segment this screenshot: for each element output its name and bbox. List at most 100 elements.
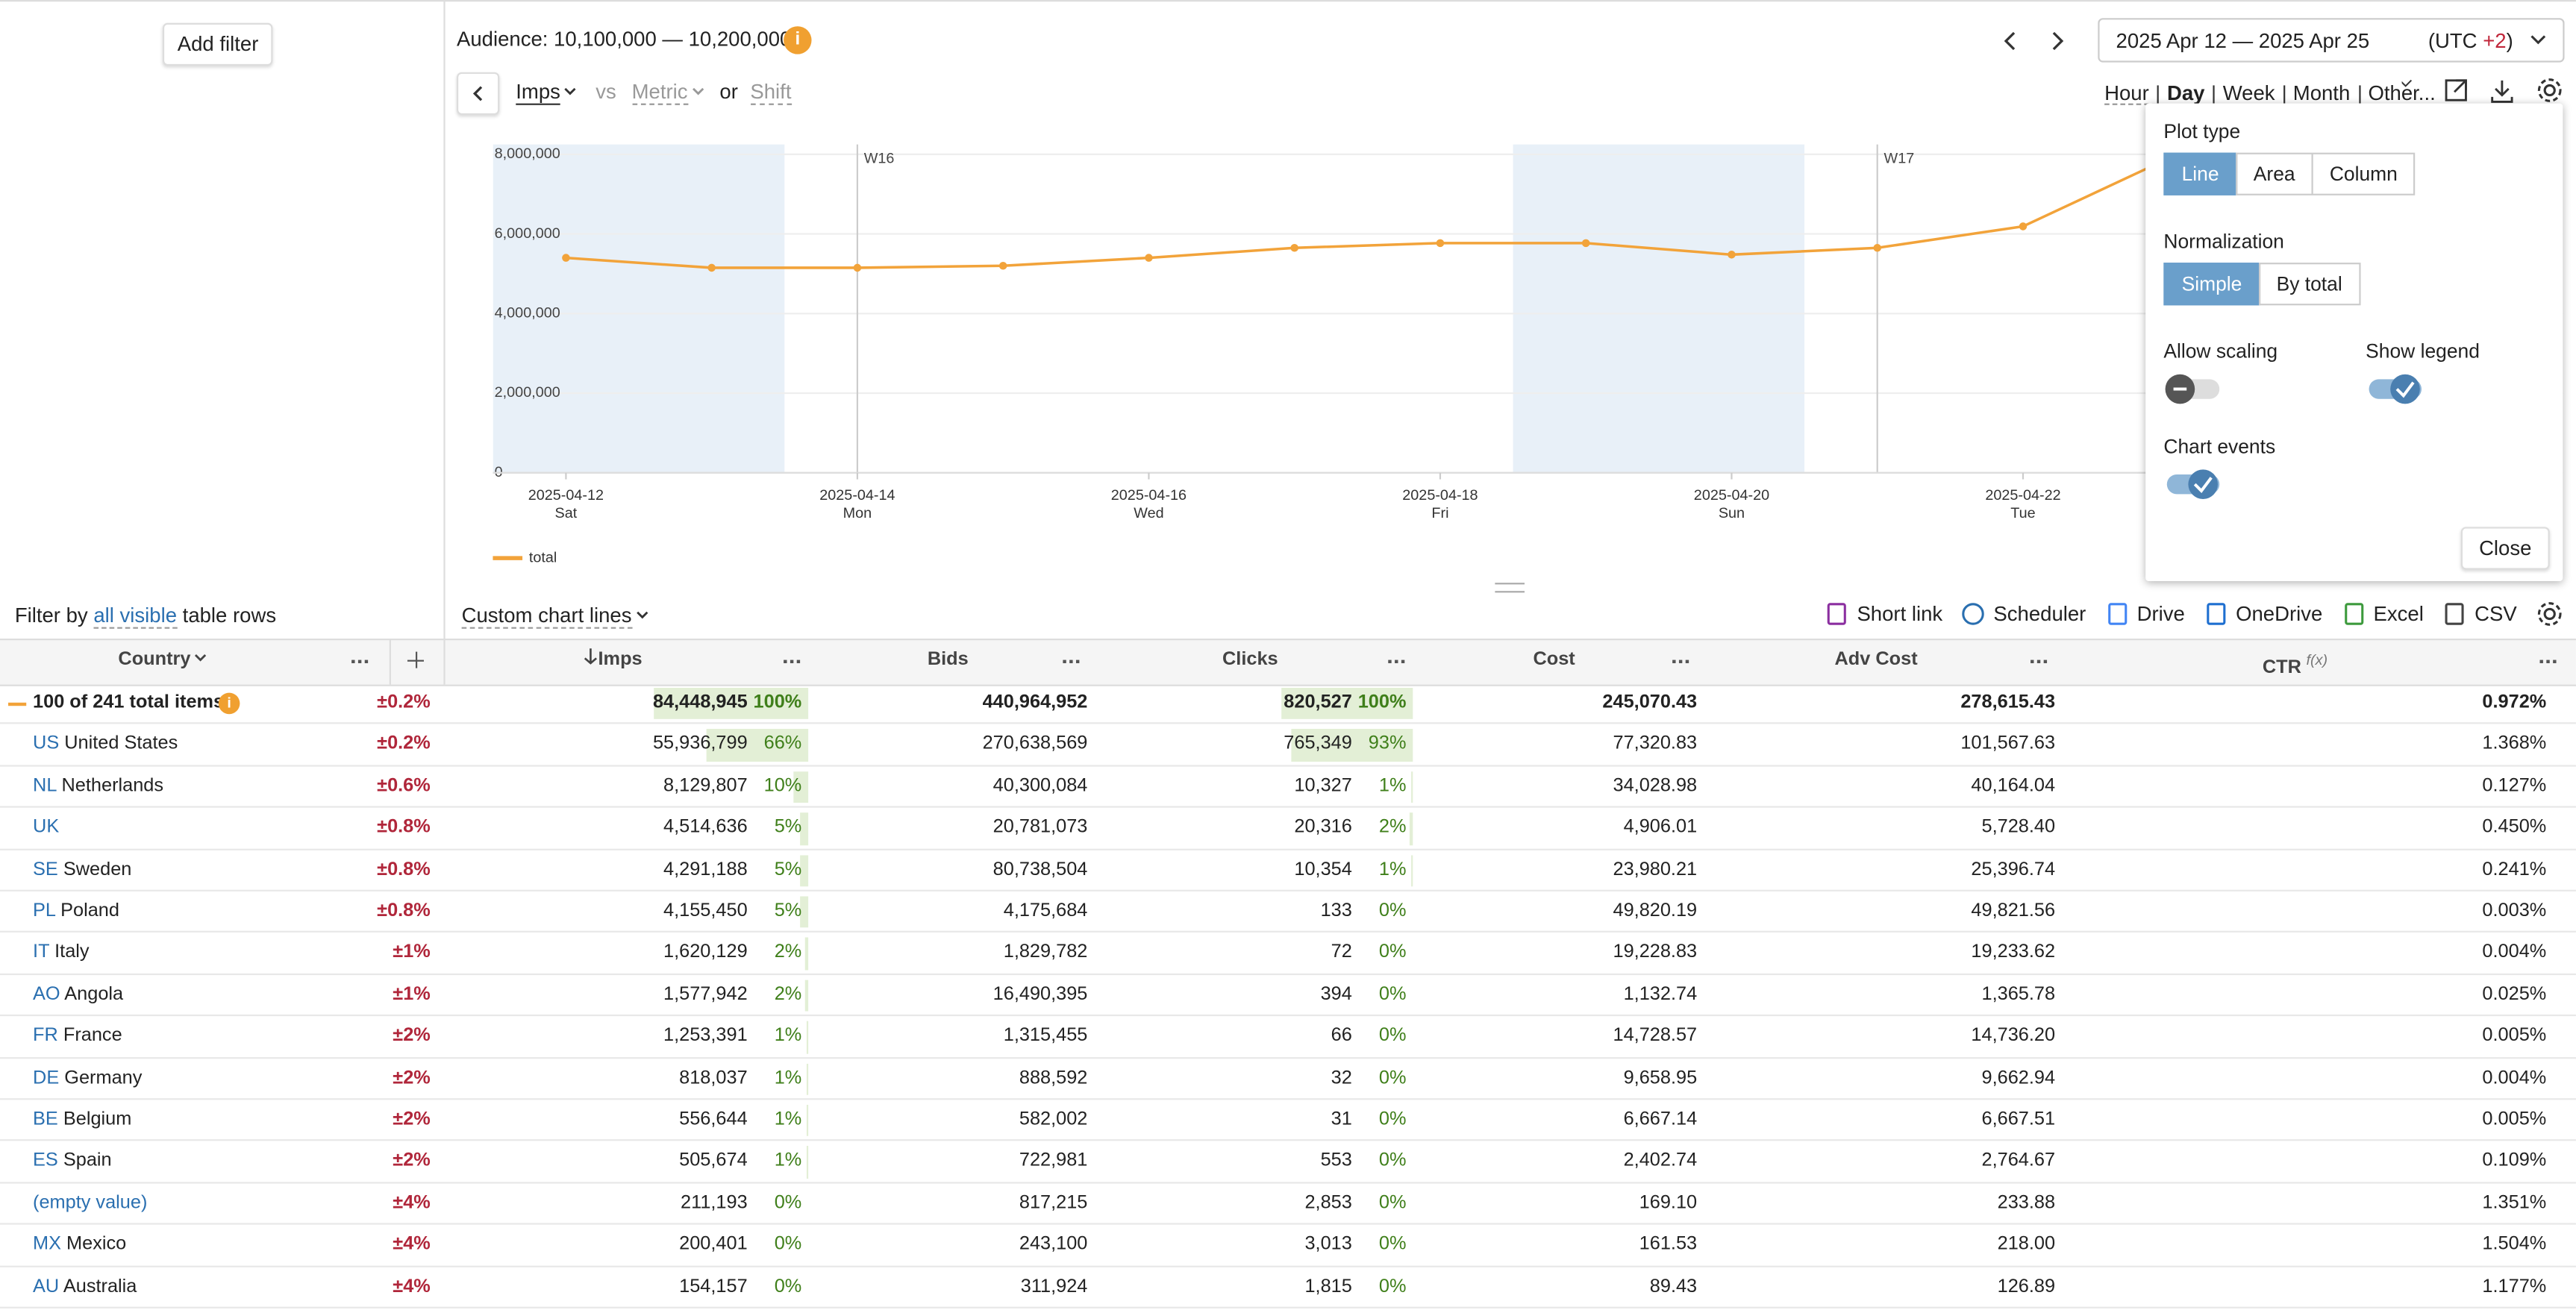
country-cell: DE Germany: [33, 1058, 142, 1099]
y-tick-label: 6,000,000: [495, 225, 560, 242]
clicks: 72: [1331, 942, 1352, 963]
date-picker[interactable]: 2025 Apr 12 — 2025 Apr 25 (UTC +2): [2098, 18, 2565, 63]
imps-share: 5%: [774, 818, 802, 838]
primary-metric[interactable]: Imps: [516, 80, 560, 105]
share-bar: [800, 896, 809, 929]
column-menu[interactable]: [1672, 659, 1676, 664]
tz-offset: +2: [2483, 29, 2507, 53]
column-header[interactable]: Bids: [849, 639, 1046, 683]
column-menu[interactable]: [2539, 659, 2543, 664]
audience-info[interactable]: i: [784, 26, 812, 54]
open-icon[interactable]: [2445, 79, 2467, 101]
resize-handle[interactable]: [1495, 583, 1525, 593]
add-column[interactable]: [415, 651, 418, 668]
sidebar-divider: [443, 0, 446, 639]
imps: 1,577,942: [663, 984, 748, 1005]
close-button[interactable]: Close: [2460, 527, 2550, 570]
filter-link[interactable]: all visible: [93, 604, 177, 629]
column-header[interactable]: Cost: [1456, 639, 1653, 683]
column-header-label: Imps: [598, 650, 643, 670]
shift[interactable]: Shift: [750, 80, 792, 105]
share-bar: [800, 812, 809, 845]
column-header[interactable]: CTR f(x): [2196, 639, 2393, 691]
action-label: CSV: [2475, 602, 2517, 626]
toggle-button[interactable]: By total: [2258, 263, 2360, 306]
legend-label: total: [529, 549, 557, 565]
gear: [2537, 602, 2562, 626]
granularity-option[interactable]: Day: [2157, 84, 2213, 104]
export-action[interactable]: CSV: [2443, 602, 2517, 626]
toggle-button[interactable]: Column: [2311, 152, 2416, 195]
total-info[interactable]: i: [218, 692, 240, 715]
cost: 1,132.74: [1623, 984, 1698, 1005]
granularity-option[interactable]: Other...: [2358, 84, 2443, 104]
error-margin: ±0.2%: [377, 692, 431, 713]
bids: 817,215: [1019, 1193, 1088, 1213]
error-margin: ±2%: [393, 1151, 431, 1171]
audience: Audience: 10,100,000 — 10,200,000: [457, 28, 792, 51]
back-icon: [472, 86, 483, 101]
toggle-knob: [2188, 469, 2219, 499]
export-action[interactable]: Drive: [2106, 603, 2185, 625]
column-header[interactable]: Country: [66, 639, 263, 683]
ctr: 1.351%: [2482, 1193, 2547, 1213]
column-header[interactable]: Clicks: [1151, 639, 1348, 683]
granularity-option[interactable]: Hour: [2104, 84, 2157, 105]
settings-icon[interactable]: [2537, 78, 2562, 102]
column-header-label: Cost: [1533, 650, 1575, 670]
granularity-option[interactable]: Month: [2283, 84, 2359, 104]
row-separator: [0, 806, 2576, 809]
next-arrow[interactable]: [2052, 31, 2064, 51]
export-action[interactable]: OneDrive: [2204, 603, 2322, 625]
data-point: [998, 261, 1007, 270]
prev-arrow[interactable]: [2004, 31, 2016, 51]
clicks-share: 93%: [1368, 734, 1407, 754]
export-action[interactable]: Short link: [1826, 603, 1942, 625]
column-menu[interactable]: [351, 659, 355, 664]
toggle-switch[interactable]: [2366, 371, 2431, 407]
column-menu[interactable]: [1388, 659, 1392, 664]
toggle-button[interactable]: Simple: [2163, 263, 2260, 306]
country-cell: ES Spain: [33, 1141, 112, 1182]
ctr: 0.972%: [2482, 692, 2547, 713]
column-header[interactable]: Imps: [514, 639, 711, 683]
date-nav[interactable]: [1998, 28, 2080, 54]
bids: 440,964,952: [982, 692, 1088, 713]
column-menu[interactable]: [2031, 659, 2034, 664]
country-cell: FR France: [33, 1017, 122, 1058]
toggle-switch[interactable]: [2163, 466, 2229, 502]
column-header-label: Clicks: [1222, 650, 1278, 670]
back-button[interactable]: [457, 72, 500, 116]
cost: 19,228.83: [1613, 942, 1698, 963]
data-point: [562, 254, 570, 262]
clicks-share: 0%: [1378, 1151, 1407, 1171]
granularity-option[interactable]: Week: [2213, 84, 2283, 104]
imps-share: 66%: [763, 734, 802, 754]
clicks: 1,815: [1304, 1276, 1352, 1297]
column-menu[interactable]: [1063, 659, 1066, 664]
column-menu[interactable]: [784, 659, 787, 664]
toggle-button[interactable]: Line: [2163, 152, 2237, 195]
table-settings-icon[interactable]: [2536, 601, 2563, 627]
export-action[interactable]: Scheduler: [1963, 603, 2086, 625]
toggle-button[interactable]: Area: [2235, 152, 2313, 195]
custom-lines[interactable]: Custom chart lines: [461, 604, 651, 629]
custom-lines-label[interactable]: Custom chart lines: [461, 604, 632, 629]
country-code: ES: [33, 1151, 58, 1171]
error-margin: ±4%: [393, 1235, 431, 1255]
column-header[interactable]: Adv Cost: [1778, 639, 1975, 683]
imps: 4,291,188: [663, 859, 748, 880]
cost: 6,667.14: [1623, 1109, 1698, 1129]
imps-share: 5%: [774, 859, 802, 880]
column-header-label: Country: [118, 650, 191, 670]
ctr: 1.177%: [2482, 1276, 2547, 1297]
export-action[interactable]: Excel: [2342, 603, 2424, 625]
error-margin: ±4%: [393, 1276, 431, 1297]
country-cell: IT Italy: [33, 933, 90, 974]
toggle-switch[interactable]: [2163, 371, 2229, 407]
adv-cost: 49,821.56: [1971, 901, 2056, 921]
add-filter-button[interactable]: Add filter: [162, 22, 274, 66]
compare-metric[interactable]: Metric: [631, 80, 688, 105]
cost: 9,658.95: [1623, 1068, 1698, 1088]
download-icon[interactable]: [2491, 80, 2513, 103]
